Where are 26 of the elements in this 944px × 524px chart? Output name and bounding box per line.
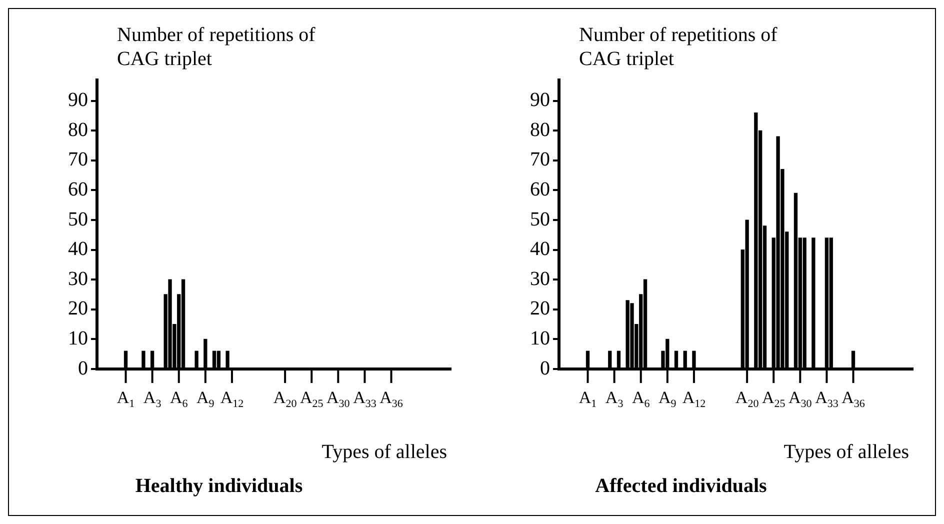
- text: Healthy individuals: [134, 475, 304, 498]
- y-tick-label: 20: [68, 298, 88, 320]
- y-tick-label: 0: [78, 357, 88, 380]
- y-tick-label: 40: [530, 238, 550, 260]
- y-tick-label: 70: [68, 148, 88, 171]
- y-tick-label: 10: [68, 327, 88, 350]
- x-axis-title: Types of alleles: [322, 441, 447, 464]
- y-tick-label: 60: [530, 178, 550, 200]
- text: Affected individuals: [594, 475, 768, 498]
- y-tick-label: 30: [530, 268, 550, 290]
- y-tick-label: 30: [68, 268, 88, 290]
- y-tick-label: 90: [530, 89, 550, 112]
- y-tick-label: 90: [68, 89, 88, 112]
- y-tick-label: 80: [530, 118, 550, 141]
- y-axis-title: Number of repetitions of CAG triplet: [117, 23, 316, 71]
- y-tick-label: 50: [530, 208, 550, 230]
- y-tick-label: 20: [530, 298, 550, 320]
- x-axis-title: Types of alleles: [784, 441, 909, 464]
- y-tick-label: 10: [530, 327, 550, 350]
- y-tick-label: 80: [68, 118, 88, 141]
- y-tick-label: 0: [540, 357, 550, 380]
- y-tick-label: 60: [68, 178, 88, 200]
- y-tick-label: 70: [530, 148, 550, 171]
- y-tick-label: 50: [68, 208, 88, 230]
- y-axis-title: Number of repetitions of CAG triplet: [579, 23, 778, 71]
- y-tick-label: 40: [68, 238, 88, 260]
